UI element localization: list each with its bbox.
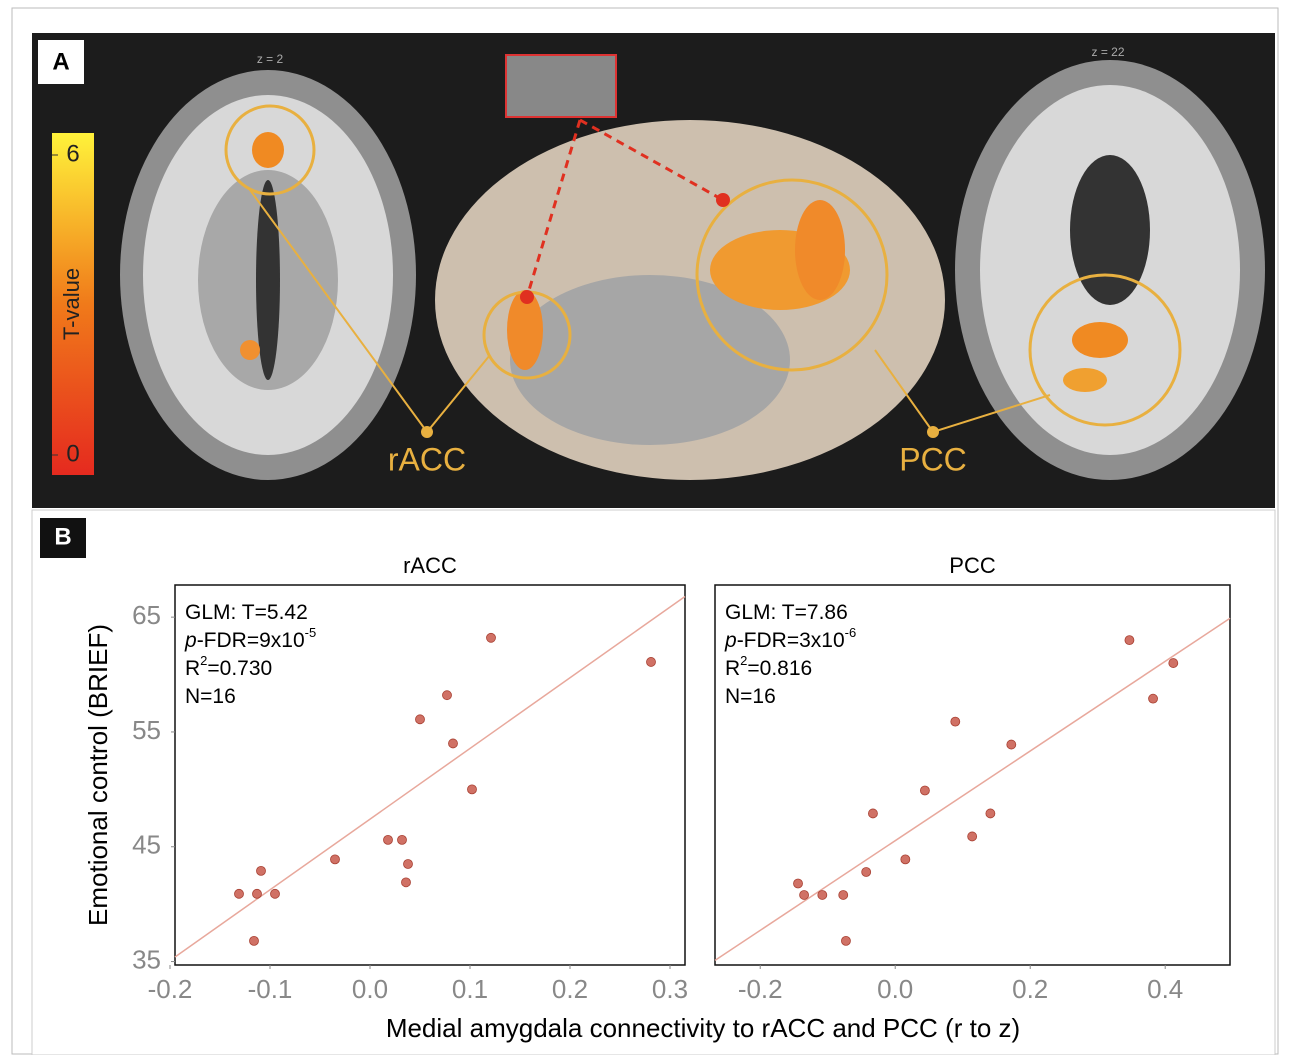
stat-line: p-FDR=9x10-5	[184, 625, 316, 652]
point	[1169, 659, 1178, 668]
point	[402, 878, 411, 887]
x-tick-label: 0.0	[352, 974, 388, 1004]
x-axis-title: Medial amygdala connectivity to rACC and…	[386, 1013, 1020, 1043]
stat-segment: -6	[845, 625, 857, 640]
point	[986, 809, 995, 818]
stat-segment: 2	[200, 653, 207, 668]
point	[839, 890, 848, 899]
inset-dot	[716, 193, 730, 207]
stat-segment: =0.816	[747, 657, 812, 680]
stat-line: GLM: T=7.86	[725, 601, 848, 624]
x-tick-label: 0.3	[652, 974, 688, 1004]
region-label: PCC	[899, 441, 967, 477]
y-tick-label: 55	[132, 715, 161, 745]
stat-line: R2=0.816	[725, 653, 812, 680]
x-tick-label: 0.4	[1147, 974, 1183, 1004]
point	[968, 832, 977, 841]
stat-segment: GLM: T=5.42	[185, 601, 308, 624]
stat-line: p-FDR=3x10-6	[724, 625, 856, 652]
stat-segment: N=16	[725, 685, 776, 708]
region-dot	[421, 426, 433, 438]
colorbar-title: T-value	[59, 268, 84, 340]
point	[250, 936, 259, 945]
stat-segment: -5	[305, 625, 317, 640]
colorbar-tick-label: 0	[66, 440, 79, 467]
panel-label: A	[52, 48, 69, 75]
x-tick-label: 0.2	[552, 974, 588, 1004]
point	[901, 855, 910, 864]
point	[868, 809, 877, 818]
brain-medial	[435, 120, 945, 480]
x-tick-label: -0.2	[148, 974, 193, 1004]
point	[794, 879, 803, 888]
point	[800, 890, 809, 899]
y-tick-label: 45	[132, 830, 161, 860]
y-tick-label: 35	[132, 944, 161, 974]
stat-segment: p	[724, 629, 737, 652]
inset	[506, 55, 616, 117]
colorbar-tick-label: 6	[66, 140, 79, 167]
stat-segment: GLM: T=7.86	[725, 601, 848, 624]
point	[398, 835, 407, 844]
point	[257, 866, 266, 875]
stat-segment: R	[185, 657, 200, 680]
point	[920, 786, 929, 795]
brain-right	[955, 60, 1265, 480]
stat-segment: =0.730	[207, 657, 272, 680]
region-dot	[927, 426, 939, 438]
stat-segment: N=16	[185, 685, 236, 708]
point	[1149, 694, 1158, 703]
inset-dot	[520, 290, 534, 304]
point	[487, 633, 496, 642]
stat-line: N=16	[185, 685, 236, 708]
x-tick-label: 0.1	[452, 974, 488, 1004]
stat-segment: -FDR=3x10	[737, 629, 845, 652]
stat-line: GLM: T=5.42	[185, 601, 308, 624]
point	[841, 936, 850, 945]
point	[449, 739, 458, 748]
x-tick-label: -0.1	[248, 974, 293, 1004]
point	[443, 691, 452, 700]
point	[818, 890, 827, 899]
brain-left	[120, 70, 416, 480]
point	[271, 889, 280, 898]
stat-segment: R	[725, 657, 740, 680]
point	[331, 855, 340, 864]
region-label: rACC	[388, 441, 466, 477]
point	[235, 889, 244, 898]
chart-title: PCC	[949, 553, 996, 578]
stat-segment: p	[184, 629, 197, 652]
point	[1125, 636, 1134, 645]
point	[647, 657, 656, 666]
point	[951, 717, 960, 726]
x-tick-label: 0.2	[1012, 974, 1048, 1004]
point	[1007, 740, 1016, 749]
chart: rACC -0.2 -0.1 0.0 0.1 0.2 0.3 35 45 55 65 GLM: T=5…	[132, 553, 688, 1004]
point	[384, 835, 393, 844]
point	[862, 868, 871, 877]
stat-line: R2=0.730	[185, 653, 272, 680]
stat-line: N=16	[725, 685, 776, 708]
x-tick-label: -0.2	[738, 974, 783, 1004]
stat-segment: -FDR=9x10	[197, 629, 305, 652]
point	[404, 859, 413, 868]
figure: A z = 2 z = 22 rACC PCC T-value 0 6	[0, 0, 1290, 1055]
slice-label: z = 22	[1091, 45, 1124, 59]
y-axis-title: Emotional control (BRIEF)	[83, 624, 113, 926]
slice-label: z = 2	[257, 52, 284, 66]
point	[253, 889, 262, 898]
y-tick-label: 65	[132, 600, 161, 630]
charts: rACC -0.2 -0.1 0.0 0.1 0.2 0.3 35 45 55 65 GLM: T=5…	[132, 553, 1230, 1004]
point	[468, 785, 477, 794]
chart-title: rACC	[403, 553, 457, 578]
x-tick-label: 0.0	[877, 974, 913, 1004]
stat-segment: 2	[740, 653, 747, 668]
panel-label: B	[54, 523, 71, 550]
point	[416, 715, 425, 724]
